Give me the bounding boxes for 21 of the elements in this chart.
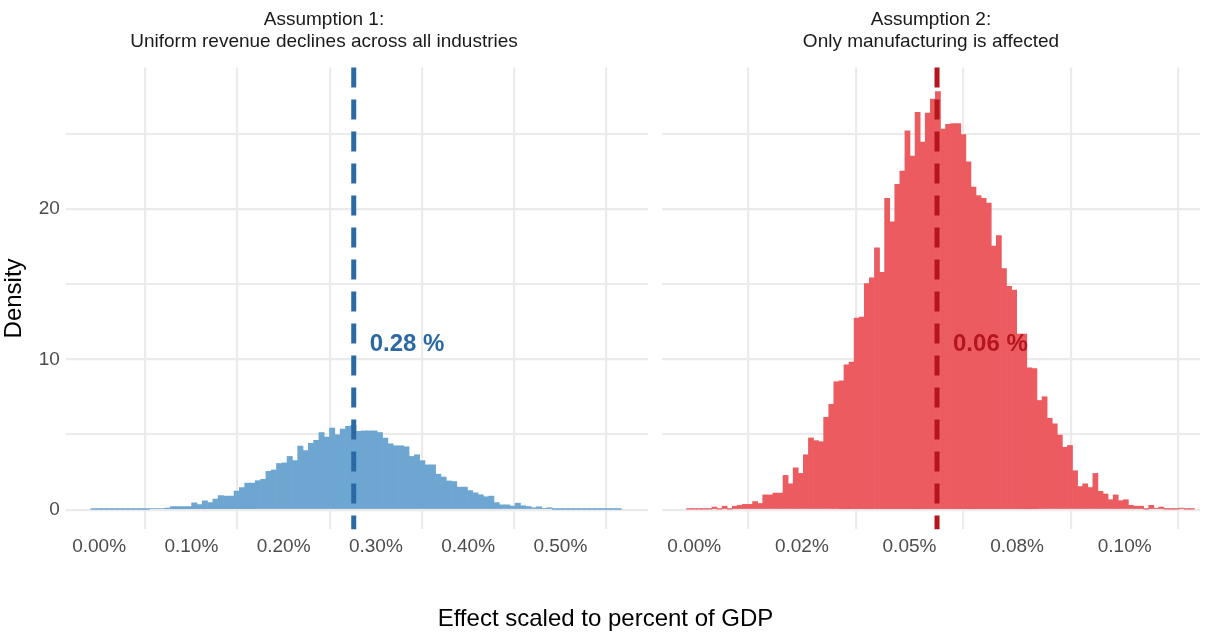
x-tick-label: 0.08% bbox=[990, 534, 1045, 556]
x-tick-label: 0.40% bbox=[441, 534, 496, 556]
x-tick-label: 0.02% bbox=[774, 534, 829, 556]
x-axis-title: Effect scaled to percent of GDP bbox=[436, 604, 775, 632]
chart-title: Assumption 1: bbox=[263, 7, 385, 29]
x-tick-label: 0.20% bbox=[256, 534, 311, 556]
x-tick-label: 0.00% bbox=[72, 534, 127, 556]
y-tick-label: 0 bbox=[49, 497, 60, 519]
chart-subtitle: Only manufacturing is affected bbox=[802, 30, 1060, 52]
x-tick-label: 0.50% bbox=[533, 534, 588, 556]
x-tick-label: 0.00% bbox=[667, 534, 722, 556]
chart-subtitle: Uniform revenue declines across all industries bbox=[130, 30, 518, 52]
y-tick-label: 20 bbox=[38, 197, 60, 219]
x-tick-label: 0.10% bbox=[1097, 534, 1152, 556]
y-tick-label: 10 bbox=[38, 347, 60, 369]
x-tick-label: 0.05% bbox=[882, 534, 937, 556]
chart-title: Assumption 2: bbox=[870, 7, 992, 29]
x-tick-label: 0.30% bbox=[348, 534, 403, 556]
y-axis-title: Density bbox=[0, 258, 27, 339]
ref-line-label: 0.28 % bbox=[369, 329, 445, 357]
x-tick-label: 0.10% bbox=[164, 534, 219, 556]
